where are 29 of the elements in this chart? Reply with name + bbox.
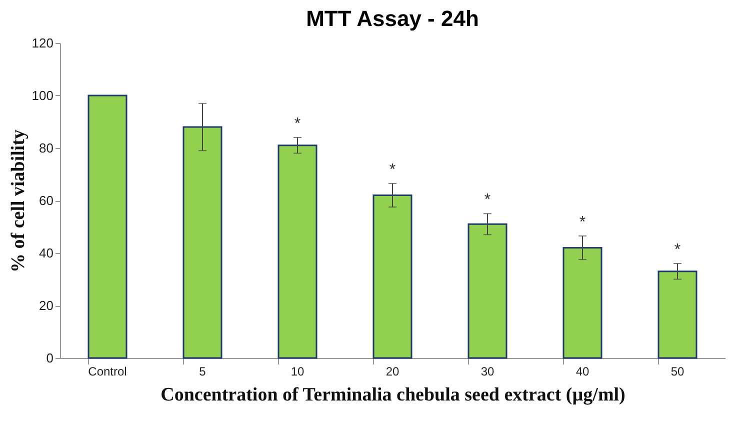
y-tick-label: 60 <box>39 193 54 208</box>
annotation: * <box>579 214 586 231</box>
bar <box>562 247 602 359</box>
bar <box>182 126 222 359</box>
y-tick-label: 80 <box>39 140 54 156</box>
y-axis-title: % of cell viability <box>8 129 29 273</box>
x-axis-title: Concentration of Terminalia chebula seed extract (µg/ml) <box>160 384 626 406</box>
x-tick-label: 10 <box>290 364 304 378</box>
x-tick-label: Control <box>88 364 127 378</box>
bar <box>88 94 128 359</box>
x-tick-label: 5 <box>199 364 206 378</box>
y-tick-label: 40 <box>39 246 54 260</box>
bar <box>658 270 698 359</box>
annotation: * <box>389 161 396 178</box>
x-tick-label: 50 <box>670 364 684 378</box>
bar <box>468 223 508 359</box>
annotation: * <box>674 242 681 258</box>
y-tick-label: 100 <box>32 88 54 103</box>
x-tick-label: 30 <box>480 364 494 378</box>
y-tick-label: 120 <box>32 36 54 50</box>
y-tick-label: 0 <box>46 350 54 366</box>
y-tick-label: 20 <box>39 298 54 313</box>
bar <box>372 194 412 359</box>
bar <box>278 144 318 359</box>
annotation: * <box>484 192 491 209</box>
annotation: * <box>294 116 301 132</box>
x-tick-label: 20 <box>386 364 400 378</box>
x-tick-label: 40 <box>576 364 590 378</box>
chart-title: MTT Assay - 24h <box>306 6 479 31</box>
